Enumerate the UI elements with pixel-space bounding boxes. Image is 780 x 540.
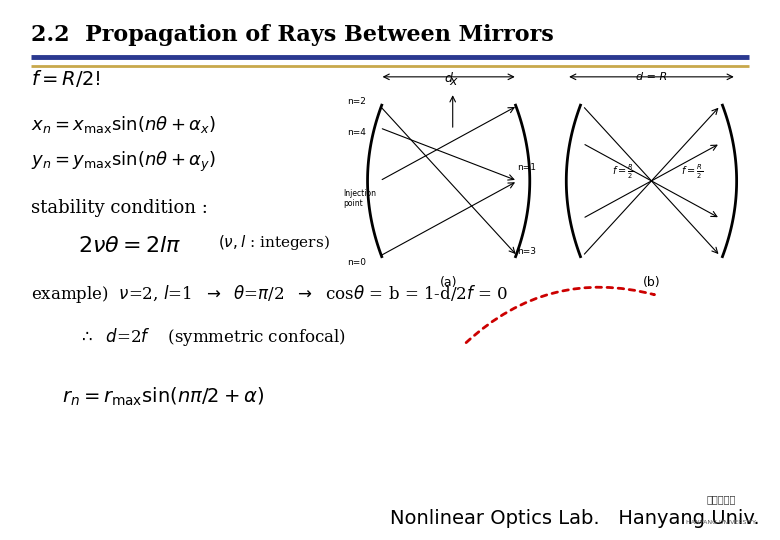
Text: n=4: n=4 xyxy=(347,127,366,137)
Text: n=1: n=1 xyxy=(518,163,537,172)
Text: $(\nu, l$ : integers): $(\nu, l$ : integers) xyxy=(218,233,330,253)
FancyArrowPatch shape xyxy=(466,287,654,342)
Text: HANYANG UNIVERSITY: HANYANG UNIVERSITY xyxy=(686,520,757,525)
Text: example)  $\nu$=2, $l$=1  $\rightarrow$  $\theta$=$\pi$/2  $\rightarrow$  cos$\t: example) $\nu$=2, $l$=1 $\rightarrow$ $\… xyxy=(31,284,509,305)
Text: $f = R/2!$: $f = R/2!$ xyxy=(31,68,101,89)
Text: n=3: n=3 xyxy=(518,247,537,256)
Text: $f{=}\frac{R}{2}$: $f{=}\frac{R}{2}$ xyxy=(681,163,703,181)
Text: Injection
point: Injection point xyxy=(343,189,376,208)
Text: Nonlinear Optics Lab.   Hanyang Univ.: Nonlinear Optics Lab. Hanyang Univ. xyxy=(390,509,760,528)
Text: (a): (a) xyxy=(440,276,457,289)
Text: 한양대학교: 한양대학교 xyxy=(707,494,736,504)
Text: stability condition :: stability condition : xyxy=(31,199,208,217)
Text: n=0: n=0 xyxy=(347,258,367,267)
Text: 2.2  Propagation of Rays Between Mirrors: 2.2 Propagation of Rays Between Mirrors xyxy=(31,24,554,46)
Text: $y_n = y_{\mathrm{max}} \sin(n\theta + \alpha_y)$: $y_n = y_{\mathrm{max}} \sin(n\theta + \… xyxy=(31,150,216,174)
Text: d = R: d = R xyxy=(636,72,667,83)
Text: x: x xyxy=(449,75,456,88)
Text: $x_n = x_{\mathrm{max}} \sin(n\theta + \alpha_x)$: $x_n = x_{\mathrm{max}} \sin(n\theta + \… xyxy=(31,114,216,134)
Text: $\therefore$  $d$=2$f$    (symmetric confocal): $\therefore$ $d$=2$f$ (symmetric confoca… xyxy=(78,327,346,348)
Text: $2\nu\theta = 2l\pi$: $2\nu\theta = 2l\pi$ xyxy=(78,235,182,256)
Text: d: d xyxy=(445,72,452,85)
Text: $f{=}\frac{R}{2}$: $f{=}\frac{R}{2}$ xyxy=(612,163,634,181)
Text: (b): (b) xyxy=(643,276,660,289)
Text: n=2: n=2 xyxy=(347,97,366,106)
Text: $r_n = r_{\mathrm{max}} \sin(n\pi/2 + \alpha)$: $r_n = r_{\mathrm{max}} \sin(n\pi/2 + \a… xyxy=(62,386,264,408)
